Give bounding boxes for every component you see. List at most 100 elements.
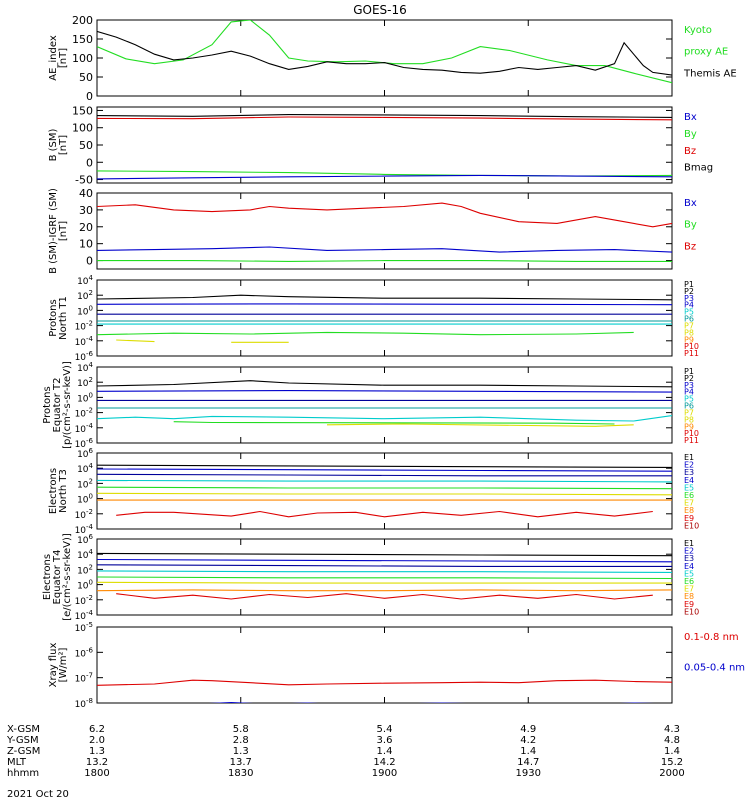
panel-3: 40 30 20 10 0 B (SM)-IGRF (SM) [nT] Bx By Bz [48,187,697,274]
legend-entry: E9 [684,514,694,523]
legend-entry: By [684,129,697,140]
y-tick-label: 150 [72,33,93,46]
series-line-bz [97,202,672,228]
x-axis-labels: X-GSM 6.2 5.8 5.4 4.9 4.3 Y-GSM 2.0 2.8 3.6 4.2 4.8… [6,724,685,779]
x-row-label: MLT [7,757,27,768]
x-tick-value: 1.3 [89,746,105,757]
x-tick-value: 1.4 [377,746,393,757]
series-line-e4 [97,570,672,573]
y-tick-label: 102 [77,563,93,576]
series-line-e3 [97,473,672,477]
y-tick-label: 0 [86,255,93,268]
legend-entry: proxy AE [684,47,728,58]
legend-entry: P3 [684,381,694,390]
y-axis-label: Protons [48,299,59,336]
y-tick-label: 10-4 [75,422,94,435]
y-tick-label: 10-7 [75,672,93,685]
legend-entry: Bx [684,198,697,209]
series-line-p7 [173,421,615,425]
legend-entry: E4 [684,476,694,485]
series-line-bmag [97,114,672,118]
series-line-e7 [97,589,672,592]
y-tick-label: 100 [77,493,93,506]
y-tick-label: 20 [79,221,93,234]
x-tick-value: 1.4 [664,746,680,757]
x-tick-value: 2.8 [233,735,249,746]
series-line-p5 [97,415,672,422]
legend-entry: E1 [684,539,694,548]
panel-frame [96,366,673,444]
x-tick-value: 4.9 [520,724,536,735]
y-axis-label: Equator T2 [52,378,63,433]
y-tick-label: 10-8 [75,697,93,710]
legend-entry: P11 [684,349,699,358]
panel-frame [96,452,673,530]
legend-entry: E9 [684,600,694,609]
x-tick-value: 6.2 [89,724,105,735]
panel-2: 150 100 50 0 -50 B (SM) [nT] Bx By Bz Bmag [48,104,713,186]
legend-entry: P5 [684,395,694,404]
y-tick-label: 10 [79,238,93,251]
series-line-kyoto-proxy-ae [97,20,672,84]
y-axis-label: [nT] [58,48,69,68]
legend-entry: Bx [684,112,697,123]
legend-entry: P9 [684,422,694,431]
series-line-p8 [116,339,155,343]
series-line-e4 [97,479,672,483]
legend-entry: P6 [684,402,694,411]
x-tick-value: 1.3 [233,746,249,757]
legend-entry: E2 [684,547,694,556]
y-tick-label: 100 [72,52,93,65]
y-tick-label: 50 [79,139,93,152]
legend-entry: P3 [684,294,694,303]
legend-entry: Bmag [684,163,713,174]
y-tick-label: 10-2 [75,407,93,420]
legend-entry: Kyoto [684,25,712,36]
y-tick-label: 40 [79,187,93,200]
series-line-e6 [97,492,672,496]
y-axis-label: [nT] [58,221,69,241]
series-line-p2 [97,390,672,393]
y-axis-label: [nT] [58,135,69,155]
y-tick-label: 102 [77,289,93,302]
x-tick-value: 3.6 [377,735,393,746]
legend-entry: Bz [684,241,696,252]
x-tick-value: 15.2 [661,757,683,768]
legend-entry: E6 [684,491,694,500]
series-line-e1 [97,464,672,468]
x-tick-value: 14.2 [373,757,395,768]
series-line-e3 [97,564,672,567]
series-line-e1 [97,552,672,557]
series-line-p1 [97,380,672,388]
legend-entry: P4 [684,388,694,397]
legend-entry: E7 [684,585,694,594]
legend-entry: E10 [684,607,699,616]
series-line-e2 [97,468,672,472]
y-tick-label: 30 [79,204,93,217]
plot-title: GOES-16 [353,3,407,17]
series-line-bx [97,174,672,180]
legend-entry: E4 [684,562,694,571]
legend-entry: E2 [684,461,694,470]
x-row-label: X-GSM [7,724,40,735]
date-label: 2021 Oct 20 [7,789,69,800]
y-axis-label: Electrons [42,554,53,600]
y-tick-label: 104 [77,274,93,287]
y-tick-label: 100 [77,391,93,404]
legend-entry: P6 [684,315,694,324]
legend-entry: By [684,220,697,231]
panel-frame [96,279,673,357]
legend-entry: P2 [684,374,694,383]
y-tick-label: 200 [72,14,93,27]
x-row-label: Y-GSM [6,735,39,746]
y-axis-label: AE_index [48,35,59,81]
legend-entry: Themis AE [683,68,737,79]
y-tick-label: 10-2 [75,508,93,521]
y-tick-label: 10-2 [75,594,93,607]
x-tick-value: 14.7 [517,757,539,768]
legend-entry: P1 [684,367,694,376]
series-line-0-1-0-8-nm [97,679,672,686]
legend-entry: P10 [684,342,699,351]
x-tick-value: 2000 [659,768,684,779]
